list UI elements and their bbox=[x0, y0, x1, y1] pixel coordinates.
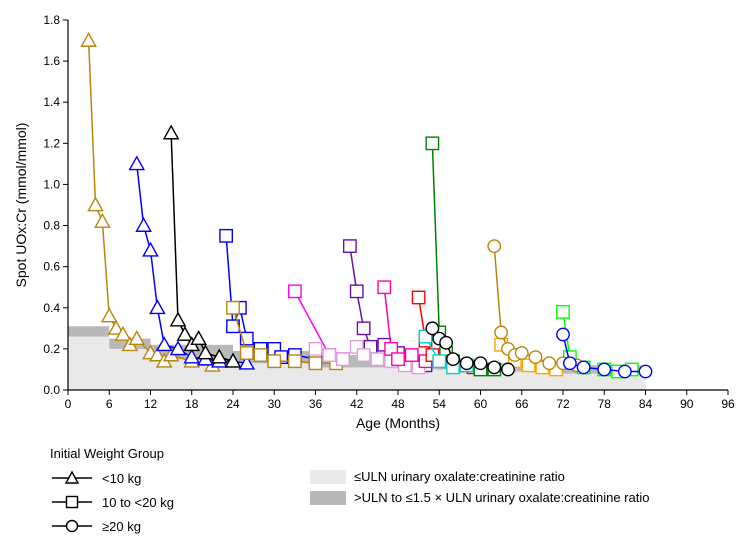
svg-text:90: 90 bbox=[680, 397, 694, 411]
svg-text:1.0: 1.0 bbox=[43, 177, 60, 191]
svg-text:0.2: 0.2 bbox=[43, 342, 60, 356]
svg-text:60: 60 bbox=[474, 397, 488, 411]
svg-text:66: 66 bbox=[515, 397, 529, 411]
svg-text:72: 72 bbox=[556, 397, 570, 411]
legend-band-item: ≤ULN urinary oxalate:creatinine ratio bbox=[310, 469, 649, 484]
svg-text:0.0: 0.0 bbox=[43, 383, 60, 397]
svg-text:6: 6 bbox=[106, 397, 113, 411]
svg-text:1.4: 1.4 bbox=[43, 95, 60, 109]
svg-text:1.6: 1.6 bbox=[43, 54, 60, 68]
svg-text:18: 18 bbox=[185, 397, 199, 411]
svg-text:48: 48 bbox=[391, 397, 405, 411]
svg-text:42: 42 bbox=[350, 397, 364, 411]
svg-text:Spot UOx:Cr (mmol/mmol): Spot UOx:Cr (mmol/mmol) bbox=[13, 123, 29, 288]
legend-band-column: ≤ULN urinary oxalate:creatinine ratio >UL… bbox=[310, 469, 649, 535]
legend-marker-item: ≥20 kg bbox=[50, 517, 310, 535]
legend-band-item: >ULN to ≤1.5 × ULN urinary oxalate:creat… bbox=[310, 490, 649, 505]
chart-svg: 0 6 12 18 24 30 36 42 48 54 60 66 72 78 84 90 96 Age (Mon… bbox=[10, 10, 742, 438]
svg-text:1.2: 1.2 bbox=[43, 136, 60, 150]
svg-text:0.6: 0.6 bbox=[43, 260, 60, 274]
svg-text:78: 78 bbox=[598, 397, 612, 411]
svg-text:0: 0 bbox=[65, 397, 72, 411]
legend-marker-item: <10 kg bbox=[50, 469, 310, 487]
legend-marker-column: <10 kg 10 to <20 kg ≥20 kg bbox=[50, 469, 310, 535]
svg-text:30: 30 bbox=[268, 397, 282, 411]
svg-text:Age (Months): Age (Months) bbox=[356, 415, 440, 431]
svg-text:12: 12 bbox=[144, 397, 158, 411]
chart-container: 0 6 12 18 24 30 36 42 48 54 60 66 72 78 84 90 96 Age (Mon… bbox=[10, 10, 742, 535]
svg-text:1.8: 1.8 bbox=[43, 13, 60, 27]
legend-marker-item: 10 to <20 kg bbox=[50, 493, 310, 511]
svg-text:36: 36 bbox=[309, 397, 323, 411]
svg-text:84: 84 bbox=[639, 397, 653, 411]
svg-text:24: 24 bbox=[226, 397, 240, 411]
legend: Initial Weight Group <10 kg 10 to <20 kg ≥… bbox=[10, 438, 742, 535]
svg-text:0.8: 0.8 bbox=[43, 219, 60, 233]
svg-text:54: 54 bbox=[433, 397, 447, 411]
svg-text:96: 96 bbox=[721, 397, 735, 411]
legend-title: Initial Weight Group bbox=[50, 446, 742, 461]
svg-text:0.4: 0.4 bbox=[43, 301, 60, 315]
